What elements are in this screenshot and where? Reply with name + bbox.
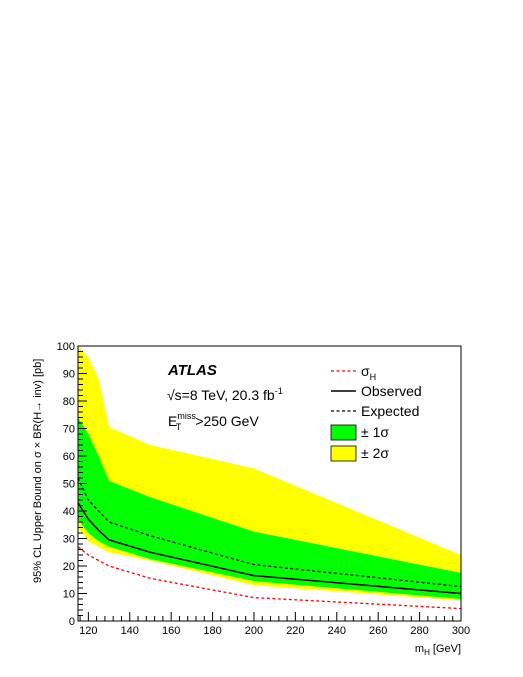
met-sup: miss: [177, 411, 196, 421]
x-tick-label: 180: [203, 625, 221, 637]
x-tick-label: 260: [369, 625, 387, 637]
legend-label-observed: Observed: [361, 383, 422, 399]
x-axis-title-unit: [GeV]: [433, 643, 461, 655]
y-tick-label: 40: [63, 506, 75, 518]
x-tick-label: 120: [79, 625, 97, 637]
x-axis-title-main: m: [415, 643, 424, 655]
y-tick-label: 100: [57, 341, 75, 353]
y-tick-label: 70: [63, 424, 75, 436]
y-tick-label: 50: [63, 479, 75, 491]
y-tick-label: 20: [63, 561, 75, 573]
expected-line: [77, 477, 462, 588]
y-axis-title: 95% CL Upper Bound on σ × BR(H→ inv) [pb…: [32, 359, 44, 583]
energy-lumi-sup: -1: [275, 386, 283, 396]
x-tick-label: 160: [162, 625, 180, 637]
x-axis-title-sub: H: [424, 648, 430, 657]
x-axis-title: mH [GeV]: [415, 643, 461, 657]
axes: 120 140 160 180 200 220 240 260 280 300 0 10 20 30 40 5…: [57, 341, 471, 637]
x-tick-label: 240: [328, 625, 346, 637]
energy-lumi-text: √s=8 TeV, 20.3 fb: [167, 387, 275, 403]
legend-label-expected: Expected: [361, 403, 419, 419]
observed-line: [77, 502, 462, 595]
met-cut-label: Emiss T >250 GeV: [168, 411, 259, 432]
sigma-h-line: [77, 546, 462, 610]
legend-swatch-1sigma: [330, 424, 357, 441]
legend-swatch-2sigma: [330, 445, 357, 462]
uncertainty-bands: [78, 346, 461, 601]
y-tick-label: 60: [63, 451, 75, 463]
x-tick-label: 220: [286, 625, 304, 637]
legend-label-sigma-h: σH: [361, 363, 376, 382]
y-tick-label: 80: [63, 396, 75, 408]
y-tick-label: 30: [63, 534, 75, 546]
legend-label-1sigma: ± 1σ: [361, 424, 389, 440]
limit-lines: [77, 477, 462, 610]
x-tick-label: 140: [121, 625, 139, 637]
x-tick-label: 200: [245, 625, 263, 637]
met-sub: T: [176, 422, 182, 432]
band-1sigma: [78, 417, 461, 599]
legend-label-2sigma: ± 2σ: [361, 445, 389, 461]
y-tick-label: 0: [69, 616, 75, 628]
experiment-label: ATLAS: [167, 362, 217, 379]
legend: σH Observed Expected ± 1σ ± 2σ: [330, 363, 422, 462]
met-cut-value: >250 GeV: [195, 413, 259, 429]
x-tick-label: 300: [452, 625, 470, 637]
energy-lumi-label: √s=8 TeV, 20.3 fb-1: [167, 386, 283, 403]
met-main: E: [168, 413, 177, 429]
y-tick-label: 10: [63, 589, 75, 601]
y-tick-label: 90: [63, 369, 75, 381]
x-tick-label: 280: [410, 625, 428, 637]
legend-sigma-sub: H: [370, 372, 377, 382]
legend-sigma-name: σ: [361, 363, 370, 379]
